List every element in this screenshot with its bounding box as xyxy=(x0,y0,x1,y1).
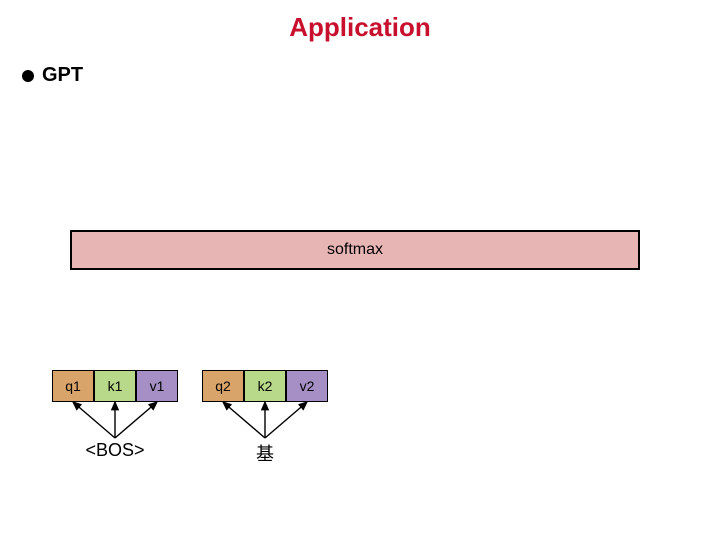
cell-k1: k1 xyxy=(94,370,136,402)
token-ji: 基 xyxy=(215,440,315,466)
cell-v2: v2 xyxy=(286,370,328,402)
bullet-label: GPT xyxy=(42,64,83,87)
slide-title: Application xyxy=(0,12,720,43)
cell-q1: q1 xyxy=(52,370,94,402)
cell-q2: q2 xyxy=(202,370,244,402)
qkv-group-2: q2 k2 v2 xyxy=(202,370,328,402)
softmax-box: softmax xyxy=(70,230,640,270)
qkv-group-2-inner: q2 k2 v2 xyxy=(202,370,328,402)
softmax-label: softmax xyxy=(327,241,383,259)
bullet-gpt: GPT xyxy=(22,64,83,87)
qkv-group-1: q1 k1 v1 xyxy=(52,370,178,402)
slide-root: { "title": { "text": "Application", "col… xyxy=(0,0,720,540)
cell-v1: v1 xyxy=(136,370,178,402)
bullet-dot-icon xyxy=(22,70,34,82)
token-bos: <BOS> xyxy=(65,440,165,461)
cell-k2: k2 xyxy=(244,370,286,402)
qkv-group-1-inner: q1 k1 v1 xyxy=(52,370,178,402)
